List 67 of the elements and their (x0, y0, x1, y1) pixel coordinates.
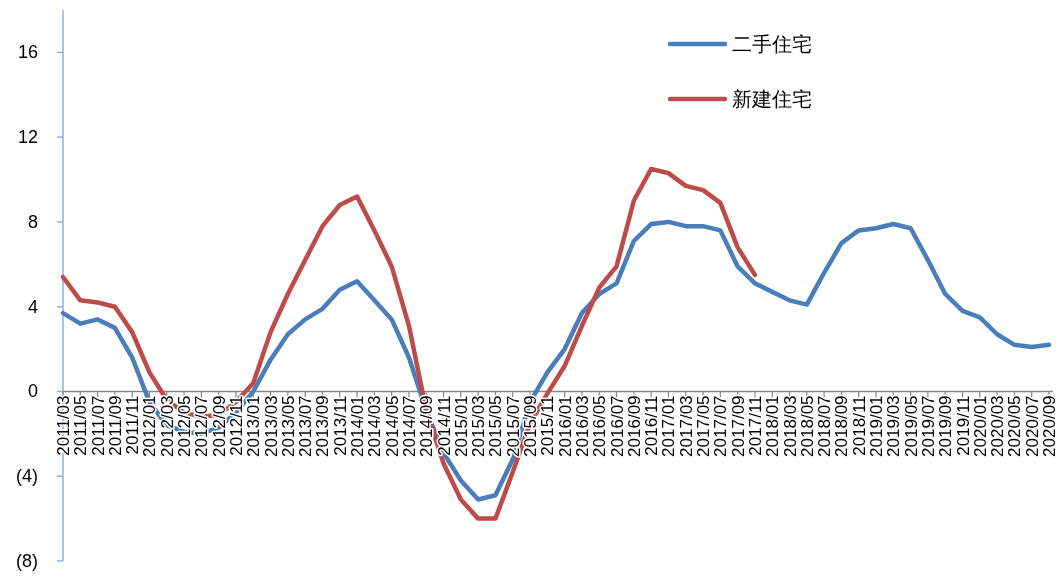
x-tick-label: 2017/01 (659, 395, 679, 457)
y-tick-label: (4) (16, 466, 38, 487)
x-tick-label: 2014/09 (417, 395, 437, 457)
x-tick-label: 2017/03 (676, 395, 696, 457)
x-tick-label: 2015/05 (486, 395, 506, 457)
y-tick-label: 4 (27, 296, 38, 317)
x-tick-label: 2018/09 (832, 395, 852, 457)
legend-label: 二手住宅 (732, 33, 812, 55)
x-tick-label: 2011/05 (71, 395, 91, 456)
x-tick-label: 2020/09 (1040, 395, 1059, 457)
x-tick-label: 2019/05 (901, 395, 921, 457)
x-tick-label: 2017/05 (694, 395, 714, 457)
x-tick-label: 2019/01 (867, 395, 887, 457)
x-tick-label: 2011/09 (105, 395, 125, 456)
x-tick-label: 2020/03 (988, 395, 1008, 457)
x-tick-label: 2018/05 (797, 395, 817, 457)
x-tick-label: 2019/09 (936, 395, 956, 457)
x-tick-label: 2017/11 (745, 395, 765, 456)
x-tick-label: 2016/03 (572, 395, 592, 457)
x-tick-label: 2015/07 (503, 395, 523, 457)
x-tick-label: 2015/09 (521, 395, 541, 457)
legend-label: 新建住宅 (732, 88, 812, 110)
x-tick-label: 2013/03 (261, 395, 281, 457)
y-tick-label: 12 (17, 127, 38, 148)
x-tick-label: 2014/05 (382, 395, 402, 457)
x-tick-label: 2017/09 (728, 395, 748, 457)
x-tick-label: 2016/07 (607, 395, 627, 457)
y-tick-label: 0 (27, 381, 38, 402)
y-tick-label: (8) (16, 551, 38, 571)
x-tick-label: 2011/03 (54, 395, 73, 456)
x-tick-label: 2016/09 (624, 395, 644, 457)
x-tick-label: 2015/01 (451, 395, 471, 457)
x-tick-label: 2020/05 (1005, 395, 1025, 457)
x-tick-label: 2016/05 (590, 395, 610, 457)
x-tick-label: 2014/03 (365, 395, 385, 457)
x-tick-label: 2018/07 (815, 395, 835, 457)
x-tick-label: 2018/03 (780, 395, 800, 457)
x-tick-label: 2018/11 (849, 395, 869, 456)
x-tick-label: 2013/11 (330, 395, 350, 456)
x-tick-label: 2014/01 (348, 395, 368, 457)
x-tick-label: 2012/11 (226, 395, 246, 456)
x-tick-label: 2013/07 (296, 395, 316, 457)
x-tick-label: 2020/07 (1022, 395, 1042, 457)
x-tick-label: 2012/03 (157, 395, 177, 457)
y-tick-label: 16 (17, 42, 38, 63)
x-tick-label: 2014/07 (399, 395, 419, 457)
x-tick-label: 2012/01 (140, 395, 160, 457)
x-tick-label: 2012/07 (192, 395, 212, 457)
x-tick-label: 2011/07 (88, 395, 108, 456)
x-tick-label: 2013/05 (278, 395, 298, 457)
x-tick-label: 2015/11 (538, 395, 558, 456)
x-tick-label: 2018/01 (763, 395, 783, 457)
x-tick-label: 2012/09 (209, 395, 229, 457)
x-tick-label: 2011/11 (123, 395, 143, 455)
x-tick-label: 2016/11 (642, 395, 662, 456)
x-tick-label: 2016/01 (555, 395, 575, 457)
x-tick-label: 2020/01 (970, 395, 990, 457)
x-tick-label: 2019/03 (884, 395, 904, 457)
x-tick-label: 2013/01 (244, 395, 264, 457)
x-tick-label: 2014/11 (434, 395, 454, 456)
x-tick-label: 2013/09 (313, 395, 333, 457)
x-tick-label: 2017/07 (711, 395, 731, 457)
x-tick-label: 2012/05 (175, 395, 195, 457)
x-tick-label: 2019/07 (918, 395, 938, 457)
y-tick-label: 8 (27, 211, 38, 232)
x-tick-label: 2015/03 (469, 395, 489, 457)
x-tick-label: 2019/11 (953, 395, 973, 456)
